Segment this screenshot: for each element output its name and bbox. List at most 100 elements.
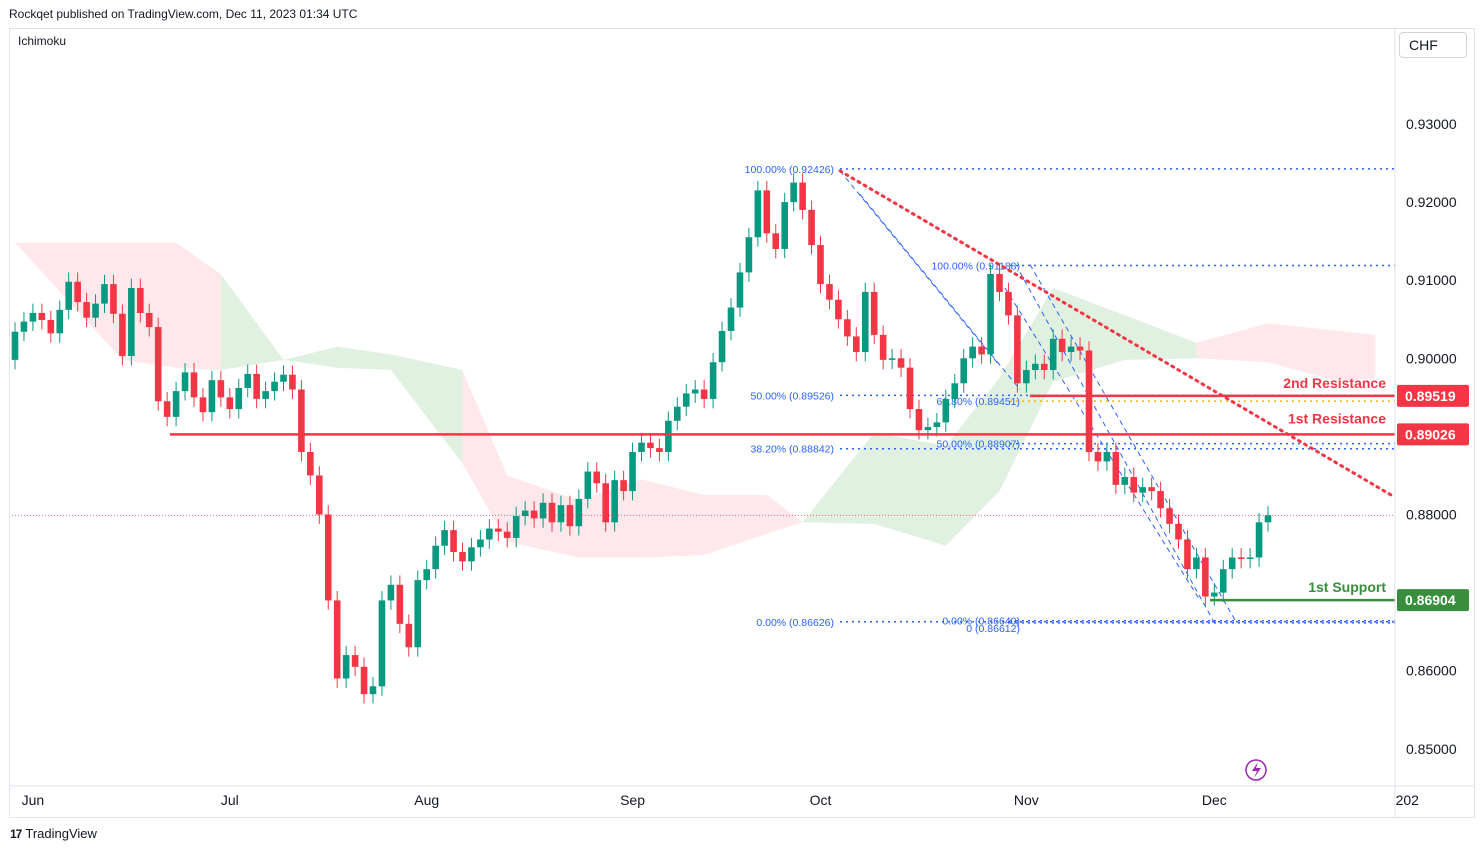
candle-body (1049, 338, 1057, 371)
candle-body (1139, 487, 1146, 493)
candle-body (960, 358, 967, 384)
candle-body (1184, 539, 1191, 570)
candle-body (1103, 452, 1111, 462)
y-tick-label: 0.85000 (1406, 741, 1457, 757)
candle-body (1202, 557, 1209, 597)
y-tick-label: 0.91000 (1406, 272, 1457, 288)
support-1-badge-text: 0.86904 (1405, 592, 1456, 608)
candle-body (145, 313, 153, 328)
candle-body (1023, 370, 1030, 384)
candle-body (298, 389, 305, 453)
y-tick-label: 0.92000 (1406, 194, 1457, 210)
chart-panel (9, 28, 1475, 818)
fib-level-label: 100.00% (0.91188) (931, 261, 1020, 273)
candle-body (888, 358, 896, 360)
candle-body (700, 389, 708, 399)
candle-body (181, 372, 189, 392)
candle-body (754, 190, 762, 238)
candle-body (92, 303, 99, 318)
currency-button[interactable]: CHF (1399, 32, 1467, 58)
candle-body (172, 391, 180, 417)
candle-body (870, 291, 878, 335)
fib-trend-line (859, 193, 1021, 390)
candle-body (477, 539, 484, 548)
candle-body (459, 551, 466, 562)
downtrend-line (838, 169, 1397, 499)
candle-body (906, 367, 914, 410)
cloud-segment-bearish (462, 370, 803, 558)
fib-level-label: 0.00% (0.86626) (756, 617, 834, 629)
candle-body (861, 291, 869, 353)
candle-body (1211, 592, 1218, 597)
cloud-segment-bullish (802, 288, 1197, 546)
candle-body (772, 233, 780, 249)
candle-body (745, 237, 753, 273)
indicator-label[interactable]: Ichimoku (18, 34, 67, 48)
candle-body (324, 514, 332, 601)
candle-body (656, 448, 663, 453)
candle-body (378, 600, 386, 687)
candle-body (584, 471, 592, 499)
axes: 0.93000 0.92000 0.91000 0.90000 0.88000 0.860… (10, 29, 1474, 817)
candle-body (665, 420, 672, 453)
publish-credit: Rockqet published on TradingView.com, De… (9, 7, 358, 21)
x-tick-label: Aug (414, 792, 439, 808)
fibonacci-retracement[interactable]: 100.00% (0.92426) 50.00% (0.89526) 38.20% … (745, 164, 1395, 635)
candle-body (414, 580, 422, 648)
fib-level-label: 0.00% (0.86640) (942, 616, 1020, 628)
candle-body (1094, 452, 1102, 462)
candle-body (799, 182, 806, 210)
candle-body (1121, 477, 1129, 485)
candle-body (423, 569, 430, 581)
candle-body (942, 398, 950, 423)
candle-body (1112, 452, 1120, 485)
candle-body (83, 302, 90, 318)
candle-body (879, 334, 887, 360)
candle-body (808, 209, 815, 246)
resistance-1-badge (1397, 423, 1469, 446)
candle-body (369, 686, 377, 695)
candle-body (790, 182, 797, 203)
candle-body (137, 288, 144, 314)
lightning-circle-icon[interactable] (1245, 759, 1267, 781)
candle-body (280, 374, 287, 382)
candle-body (217, 380, 225, 398)
candle-body (316, 475, 323, 515)
candle-body (307, 452, 314, 476)
candle-body (674, 406, 681, 421)
candle-body (432, 545, 439, 570)
candle-body (47, 320, 55, 334)
candle-body (495, 528, 502, 532)
candle-body (593, 471, 601, 484)
annotations[interactable]: 2nd Resistance 1st Resistance 1st Support 0… (12, 169, 1469, 612)
candle-body (781, 202, 788, 249)
candle-body (1157, 491, 1164, 509)
candle-body (1085, 350, 1093, 453)
candle-body (110, 284, 117, 314)
tradingview-logo[interactable]: 17 TradingView (10, 826, 97, 841)
candle-body (736, 272, 744, 308)
candle-body (1032, 363, 1039, 371)
fib-level-label: 50.00% (0.88907) (937, 439, 1020, 451)
cloud-segment-bullish (220, 274, 463, 464)
tv-mark-icon: 17 (10, 826, 22, 841)
candle-body (154, 327, 162, 402)
candle-body (244, 373, 251, 388)
candle-body (647, 442, 654, 449)
candle-body (351, 655, 359, 667)
candle-body (163, 401, 171, 417)
candle-body (835, 299, 842, 320)
x-tick-label: Sep (620, 792, 645, 808)
candle-body (342, 655, 350, 679)
candle-body (468, 547, 475, 562)
candle-body (1237, 557, 1245, 560)
candle-body (924, 427, 932, 431)
candle-body (235, 387, 243, 410)
candle-body (208, 380, 216, 413)
candle-body (602, 483, 609, 523)
fib-trend-line (839, 170, 1001, 367)
candle-body (262, 391, 269, 399)
candle-body (844, 319, 851, 337)
candle-body (1040, 363, 1048, 371)
